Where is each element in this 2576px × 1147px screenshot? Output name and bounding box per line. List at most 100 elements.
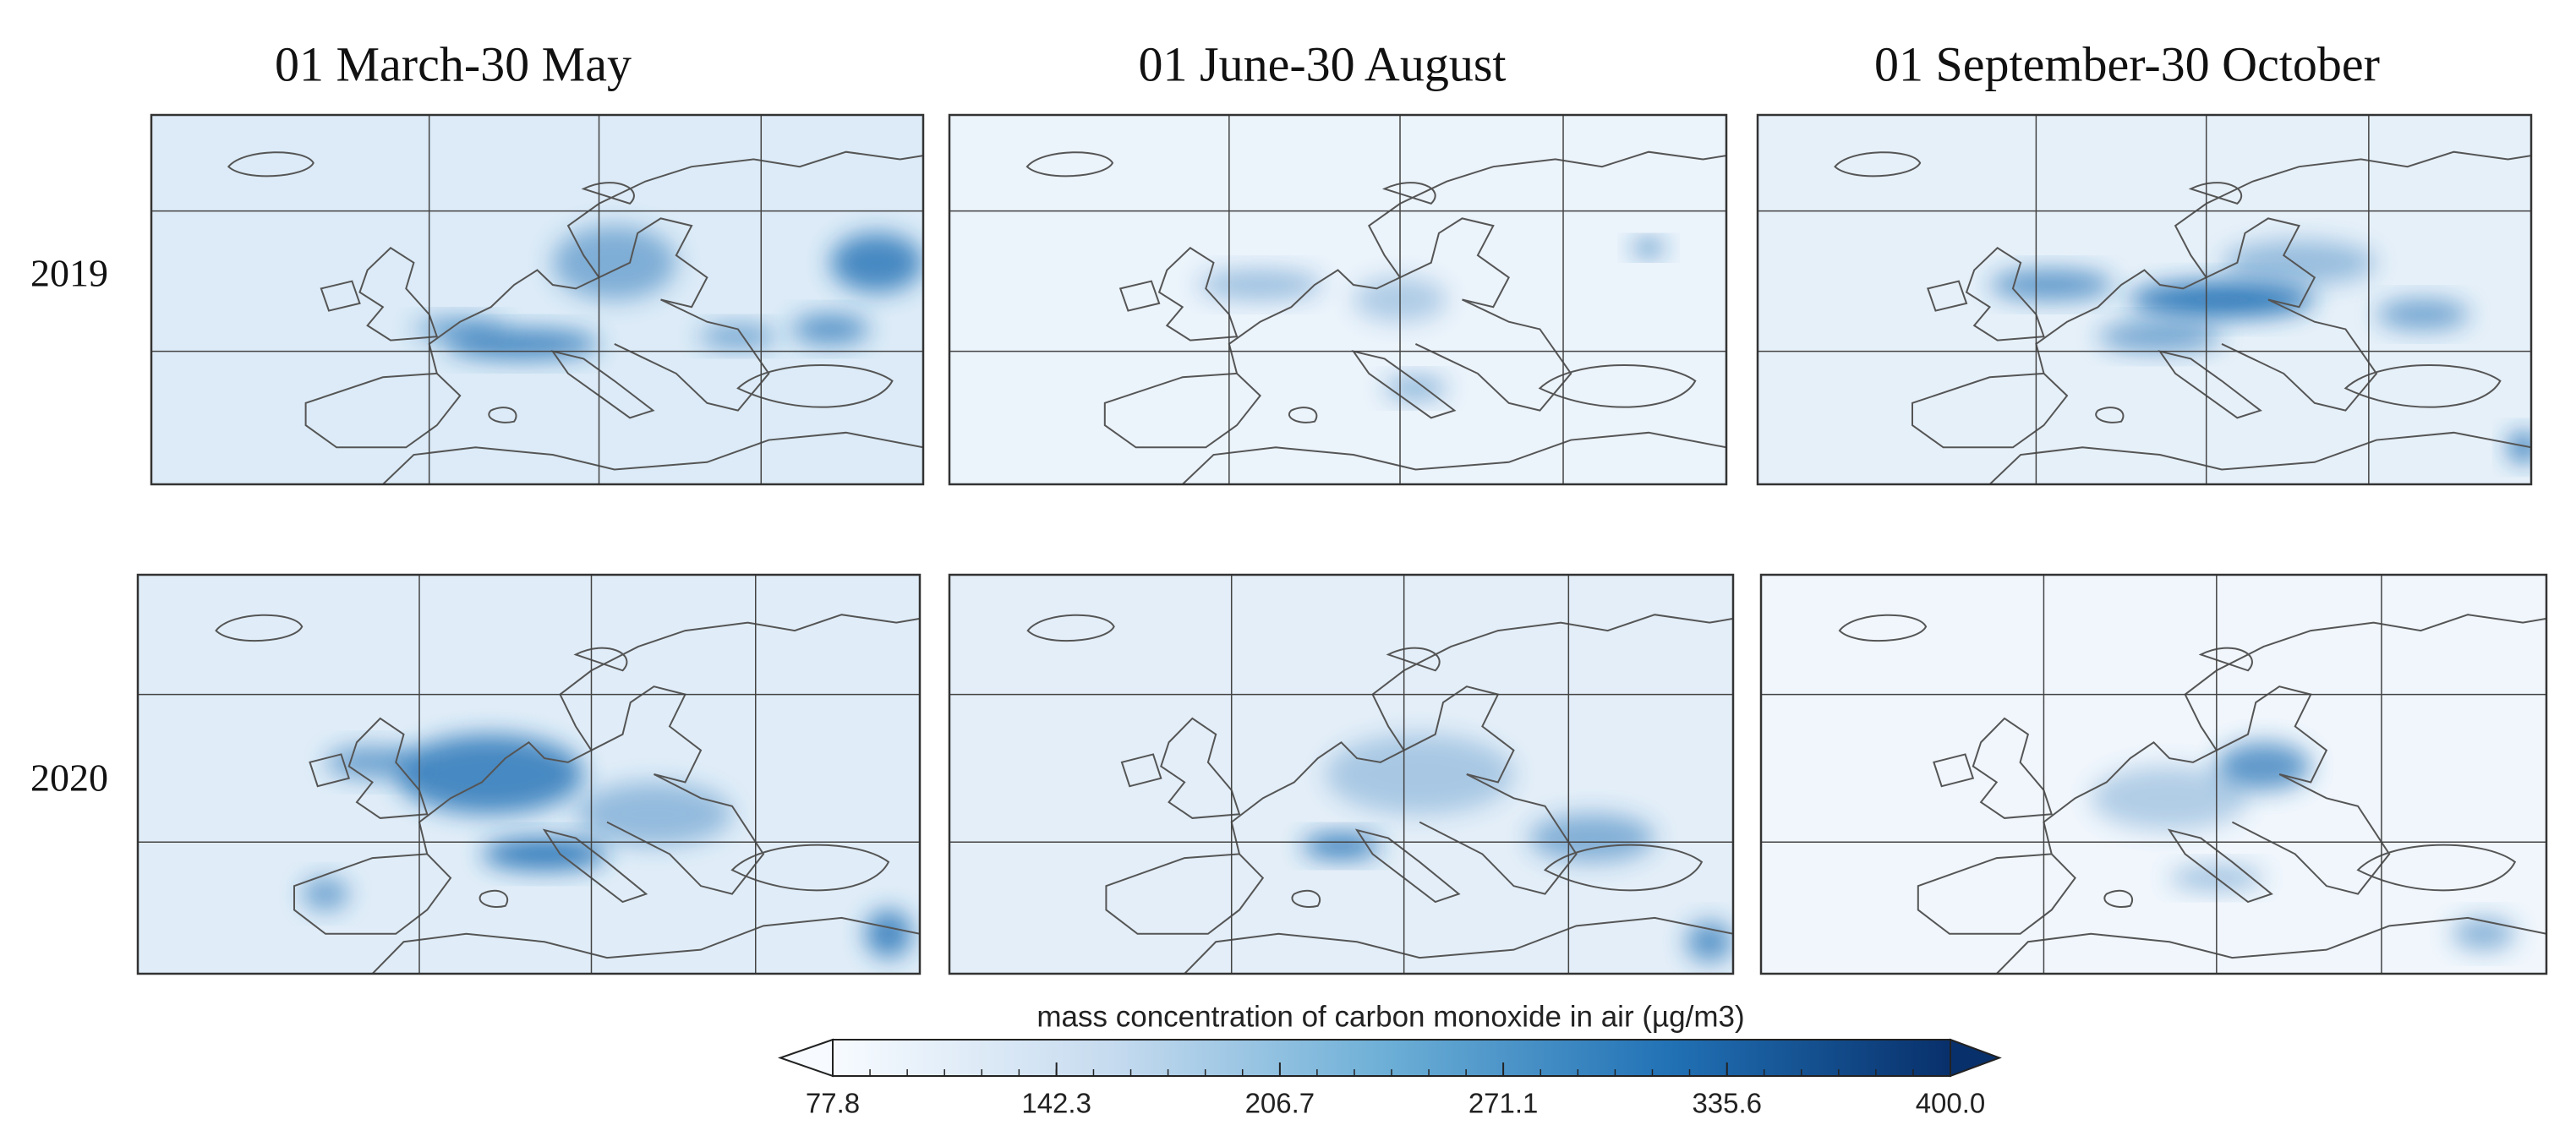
colorbar-title: mass concentration of carbon monoxide in… [1036, 1000, 1744, 1033]
coastline [1928, 281, 1966, 311]
coastline [1184, 918, 1733, 974]
concentration-patch [1302, 833, 1381, 859]
coastline [310, 754, 349, 786]
concentration-patch [699, 325, 777, 348]
coastline [1292, 891, 1320, 907]
coastline [2345, 365, 2500, 407]
coastline [1354, 352, 1454, 418]
column-title: 01 June-30 August [1139, 36, 1507, 91]
coastline [599, 218, 708, 307]
coastline [738, 365, 893, 407]
coastline [576, 648, 626, 671]
coastline [1840, 615, 1926, 641]
coastline [1027, 152, 1113, 176]
coastline [1229, 152, 1726, 374]
colorbar-extend-high [1950, 1038, 2002, 1078]
coastline [216, 615, 303, 641]
colorbar-extend-low [777, 1038, 834, 1078]
coastline [1912, 374, 2067, 447]
coastlines [216, 614, 921, 974]
coastline [360, 248, 437, 340]
coastline [1028, 615, 1114, 641]
map-border [136, 573, 922, 975]
coastline [2222, 300, 2376, 411]
coastline [306, 374, 461, 447]
coastline [2096, 407, 2123, 423]
coastline [383, 433, 923, 484]
concentration-patch [1633, 240, 1665, 256]
coastline [1400, 218, 1509, 307]
coastline [1289, 407, 1316, 423]
map-panel [1761, 575, 2546, 974]
coastline [615, 300, 769, 411]
map-panel [151, 115, 923, 484]
coastline [480, 891, 508, 907]
concentration-patch [2222, 240, 2376, 286]
coastline [294, 854, 451, 933]
colorbar-tick-label: 271.1 [1468, 1088, 1539, 1119]
map-panel [1758, 115, 2532, 484]
concentration-patch [482, 838, 607, 871]
coastline [373, 918, 921, 974]
coastline [1415, 300, 1571, 411]
coastline [583, 183, 634, 204]
coastline [1933, 754, 1972, 786]
map-border [1759, 573, 2548, 975]
coastline [1966, 248, 2044, 340]
coastline [2036, 152, 2531, 374]
coastline [321, 281, 360, 311]
coastline [2190, 183, 2241, 204]
coastline [1120, 281, 1159, 311]
concentration-patch [865, 909, 912, 959]
coastline [2160, 352, 2261, 418]
coastline [1183, 433, 1726, 484]
coastline [349, 718, 428, 818]
coastline [1105, 374, 1261, 447]
coastlines [1840, 614, 2546, 974]
map-background [949, 115, 1726, 484]
coastline [1990, 433, 2532, 484]
concentration-patch [2452, 917, 2515, 950]
map-panel [949, 115, 1726, 484]
coastline [1918, 854, 2076, 933]
coastline [419, 614, 920, 854]
coastlines [1835, 152, 2532, 484]
coastline [2232, 774, 2389, 894]
colorbar-tick-label: 77.8 [806, 1088, 860, 1119]
map-background [151, 115, 923, 484]
concentration-patch [552, 226, 676, 300]
map-panel [138, 575, 920, 974]
concentration-patch [2376, 299, 2469, 330]
concentration-patch [1325, 734, 1514, 815]
coastline [2207, 218, 2315, 307]
row-label: 2020 [30, 756, 108, 800]
coastline [228, 152, 313, 176]
colorbar-tick-label: 206.7 [1245, 1088, 1315, 1119]
concentration-patch [302, 877, 349, 910]
coastlines [228, 152, 923, 484]
concentration-patch [325, 746, 419, 778]
row-label: 2019 [30, 252, 108, 295]
colorbar-tick-label: 400.0 [1916, 1088, 1986, 1119]
coastline [732, 845, 889, 891]
map-border [1756, 113, 2533, 486]
coastline [1159, 248, 1237, 340]
coastline [1385, 183, 1436, 204]
coastline [1388, 648, 1440, 671]
coastline [1106, 854, 1262, 933]
coastlines [1027, 152, 1726, 484]
concentration-patch [576, 782, 732, 846]
coastline [489, 407, 516, 423]
coastline [1161, 718, 1239, 818]
coastline [1835, 152, 1921, 176]
coastline [1973, 718, 2052, 818]
coastline [1232, 614, 1733, 854]
column-title: 01 September-30 October [1874, 36, 2380, 91]
colorbar-tick-label: 335.6 [1692, 1088, 1762, 1119]
concentration-patch [1686, 921, 1733, 962]
coastline [1419, 774, 1576, 894]
column-title: 01 March-30 May [275, 36, 632, 91]
map-border [948, 573, 1735, 975]
